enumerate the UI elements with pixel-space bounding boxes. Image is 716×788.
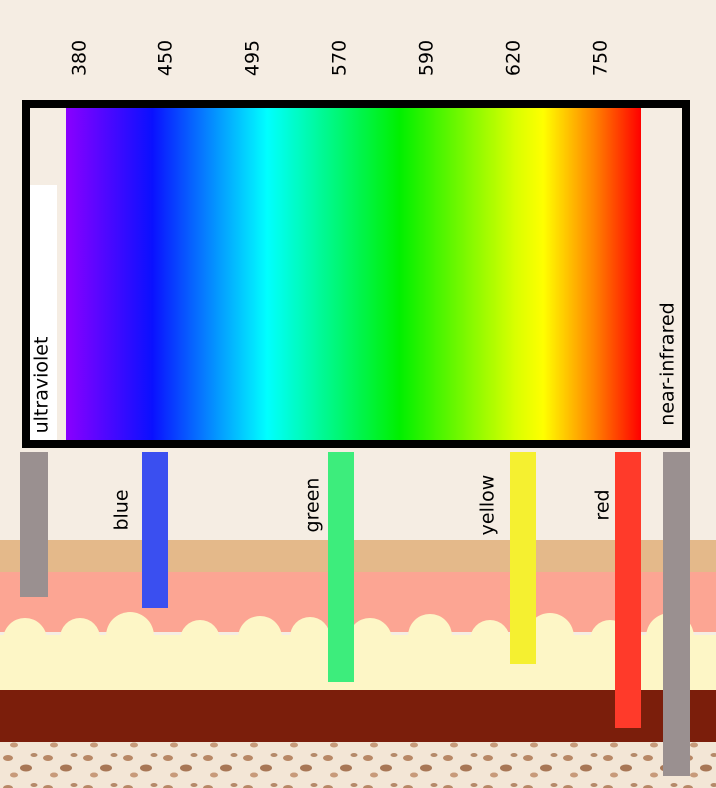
wavelength-label: 380 xyxy=(69,40,91,76)
spectrum xyxy=(66,108,641,440)
bone xyxy=(0,742,716,788)
subcutis xyxy=(0,690,716,743)
yellow-bar xyxy=(510,452,536,664)
band-label: green xyxy=(302,478,324,533)
wavelength-label: 590 xyxy=(416,40,438,76)
epidermis-top xyxy=(0,540,716,573)
band-label: near-infrared xyxy=(657,302,679,425)
band-label: blue xyxy=(111,489,133,530)
band-label: red xyxy=(592,489,614,520)
band-label: yellow xyxy=(477,475,499,536)
band-label: ultraviolet xyxy=(31,337,53,434)
wavelength-label: 620 xyxy=(503,40,525,76)
green-bar xyxy=(328,452,354,682)
wavelength-label: 750 xyxy=(590,40,612,76)
red-bar xyxy=(615,452,641,728)
uv-bar xyxy=(20,452,48,597)
nir-bar xyxy=(663,452,690,776)
wavelength-label: 450 xyxy=(155,40,177,76)
blue-bar xyxy=(142,452,168,608)
uv-region xyxy=(30,185,57,440)
wavelength-label: 495 xyxy=(242,40,264,76)
wavelength-label: 570 xyxy=(329,40,351,76)
